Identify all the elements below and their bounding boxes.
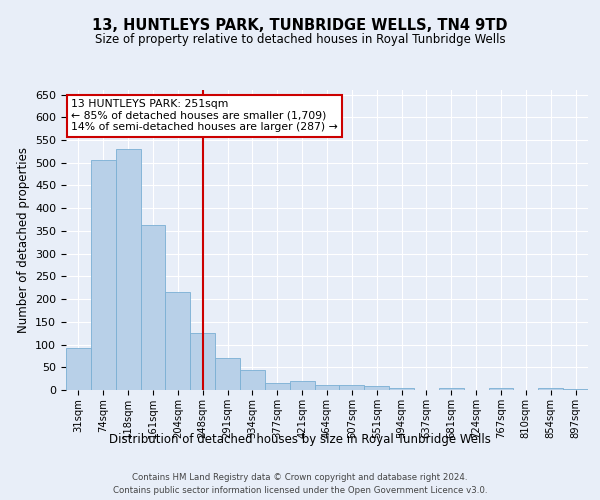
Bar xyxy=(66,348,91,390)
Text: Contains public sector information licensed under the Open Government Licence v3: Contains public sector information licen… xyxy=(113,486,487,495)
Bar xyxy=(290,381,314,390)
Bar xyxy=(314,385,340,390)
Bar xyxy=(140,224,166,390)
Bar xyxy=(215,358,240,390)
Bar xyxy=(265,382,290,390)
Bar xyxy=(166,292,190,390)
Bar xyxy=(488,388,514,390)
Y-axis label: Number of detached properties: Number of detached properties xyxy=(17,147,29,333)
Bar xyxy=(538,388,563,390)
Bar xyxy=(240,370,265,390)
Bar xyxy=(190,333,215,390)
Bar xyxy=(116,149,140,390)
Bar xyxy=(91,160,116,390)
Text: 13, HUNTLEYS PARK, TUNBRIDGE WELLS, TN4 9TD: 13, HUNTLEYS PARK, TUNBRIDGE WELLS, TN4 … xyxy=(92,18,508,32)
Text: Size of property relative to detached houses in Royal Tunbridge Wells: Size of property relative to detached ho… xyxy=(95,32,505,46)
Text: 13 HUNTLEYS PARK: 251sqm
← 85% of detached houses are smaller (1,709)
14% of sem: 13 HUNTLEYS PARK: 251sqm ← 85% of detach… xyxy=(71,99,338,132)
Bar xyxy=(439,388,464,390)
Text: Distribution of detached houses by size in Royal Tunbridge Wells: Distribution of detached houses by size … xyxy=(109,432,491,446)
Bar xyxy=(340,385,364,390)
Bar xyxy=(563,388,588,390)
Bar xyxy=(364,386,389,390)
Bar xyxy=(389,388,414,390)
Text: Contains HM Land Registry data © Crown copyright and database right 2024.: Contains HM Land Registry data © Crown c… xyxy=(132,472,468,482)
